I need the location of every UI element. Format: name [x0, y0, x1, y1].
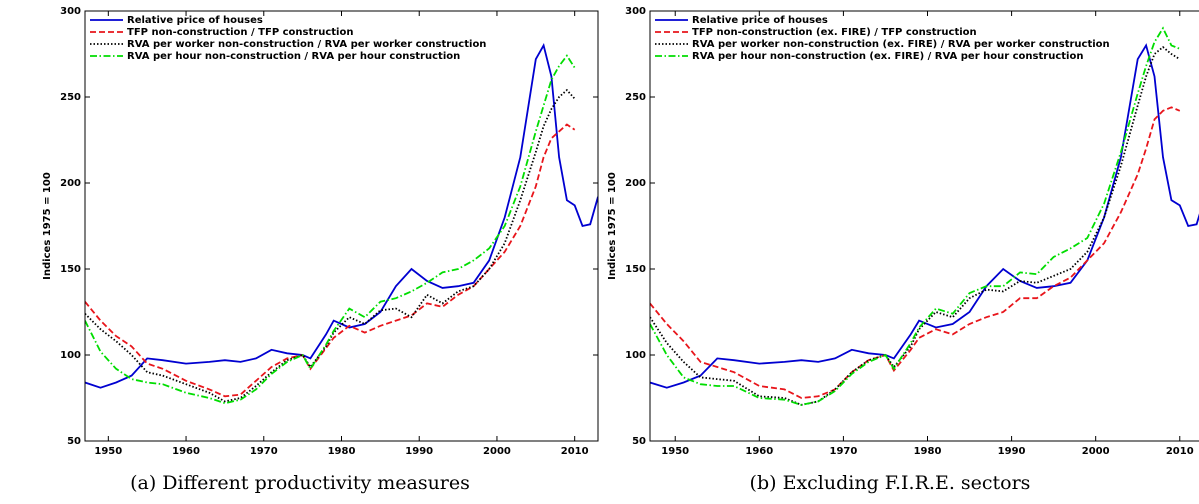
- x-tick-label: 1980: [328, 446, 356, 457]
- series-line: [650, 106, 1181, 399]
- x-tick-label: 1990: [998, 446, 1026, 457]
- series-line: [85, 88, 576, 403]
- y-tick-label: 100: [625, 350, 646, 361]
- legend-label: RVA per worker non-construction (ex. FIR…: [692, 39, 1110, 50]
- x-tick-label: 1970: [250, 446, 278, 457]
- legend-label: Relative price of houses: [692, 15, 828, 26]
- y-tick-label: 150: [60, 264, 81, 275]
- x-tick-label: 1960: [745, 446, 773, 457]
- y-tick-label: 100: [60, 350, 81, 361]
- plot-area: [85, 42, 598, 405]
- legend-label: RVA per worker non-construction / RVA pe…: [127, 39, 486, 50]
- caption: (b) Excluding F.I.R.E. sectors: [750, 472, 1031, 494]
- y-tick-label: 300: [60, 6, 81, 17]
- y-tick-label: 300: [625, 6, 646, 17]
- x-tick-label: 1980: [914, 446, 942, 457]
- series-line: [85, 123, 576, 398]
- series-line: [650, 26, 1181, 406]
- x-tick-label: 2000: [483, 446, 511, 457]
- y-tick-label: 50: [632, 436, 646, 447]
- y-tick-label: 150: [625, 264, 646, 275]
- series-line: [85, 54, 576, 405]
- series-line: [650, 43, 1199, 389]
- plot-frame: [84, 10, 599, 442]
- legend-label: RVA per hour non-construction / RVA per …: [127, 51, 460, 62]
- legend-label: RVA per hour non-construction (ex. FIRE)…: [692, 51, 1083, 62]
- y-tick-label: 50: [67, 436, 81, 447]
- caption: (a) Different productivity measures: [130, 472, 470, 494]
- x-tick-label: 1970: [829, 446, 857, 457]
- y-axis-label: Indices 1975 = 100: [607, 172, 618, 280]
- y-tick-label: 200: [60, 178, 81, 189]
- x-tick-label: 1960: [172, 446, 200, 457]
- x-tick-label: 2010: [561, 446, 589, 457]
- x-tick-label: 1950: [661, 446, 689, 457]
- x-tick-label: 1990: [405, 446, 433, 457]
- plot-area: [650, 26, 1199, 406]
- y-axis-label: Indices 1975 = 100: [42, 172, 53, 280]
- legend-label: TFP non-construction (ex. FIRE) / TFP co…: [692, 27, 977, 38]
- plot-frame: [649, 10, 1199, 442]
- x-tick-label: 1950: [94, 446, 122, 457]
- y-tick-label: 250: [625, 92, 646, 103]
- series-line: [85, 42, 598, 389]
- y-tick-label: 250: [60, 92, 81, 103]
- series-line: [650, 45, 1181, 406]
- y-tick-label: 200: [625, 178, 646, 189]
- legend-label: Relative price of houses: [127, 15, 263, 26]
- legend-label: TFP non-construction / TFP construction: [127, 27, 353, 38]
- x-tick-label: 2000: [1082, 446, 1110, 457]
- x-tick-label: 2010: [1166, 446, 1194, 457]
